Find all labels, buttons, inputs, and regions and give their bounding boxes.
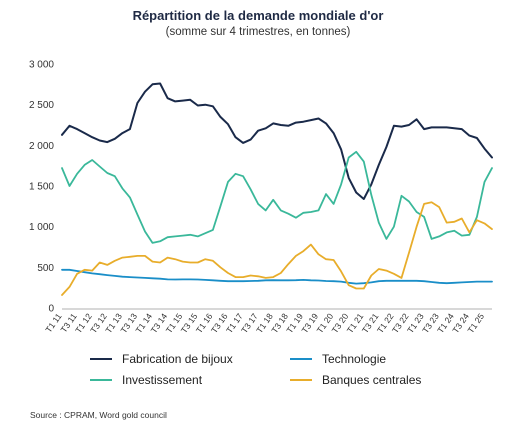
- series-layer: [61, 82, 493, 296]
- legend-item-investissement: Investissement: [90, 373, 202, 387]
- chart-subtitle: (somme sur 4 trimestres, en tonnes): [165, 26, 351, 38]
- legend-label-banques-centrales: Banques centrales: [322, 373, 422, 387]
- series-line-2: [61, 150, 493, 244]
- x-tick-label: T1 25: [465, 311, 486, 335]
- legend-item-bijoux: Fabrication de bijoux: [90, 352, 233, 366]
- legend-swatch-banques-centrales: [290, 379, 312, 381]
- legend-label-bijoux: Fabrication de bijoux: [122, 352, 233, 366]
- series-line-1: [61, 268, 493, 285]
- legend-item-banques-centrales: Banques centrales: [290, 373, 421, 387]
- legend-swatch-investissement: [90, 379, 112, 381]
- legend-swatch-technologie: [290, 358, 312, 360]
- y-tick-label: 2 000: [29, 141, 54, 152]
- series-line-0: [61, 82, 493, 200]
- legend-item-technologie: Technologie: [290, 352, 386, 366]
- legend-swatch-bijoux: [90, 358, 112, 360]
- series-line-3: [61, 201, 493, 296]
- legend-label-investissement: Investissement: [122, 373, 203, 387]
- y-tick-label: 1 000: [29, 222, 54, 233]
- y-tick-label: 500: [37, 263, 54, 274]
- legend-label-technologie: Technologie: [322, 352, 387, 366]
- y-tick-label: 2 500: [29, 100, 54, 111]
- y-tick-label: 3 000: [29, 60, 54, 71]
- y-axis-labels: 0 500 1 000 1 500 2 000 2 500 3 000: [29, 60, 54, 315]
- source-note: Source : CPRAM, Word gold council: [30, 410, 167, 420]
- y-tick-label: 0: [48, 304, 54, 315]
- chart-title: Répartition de la demande mondiale d'or: [132, 8, 384, 23]
- y-tick-label: 1 500: [29, 182, 54, 193]
